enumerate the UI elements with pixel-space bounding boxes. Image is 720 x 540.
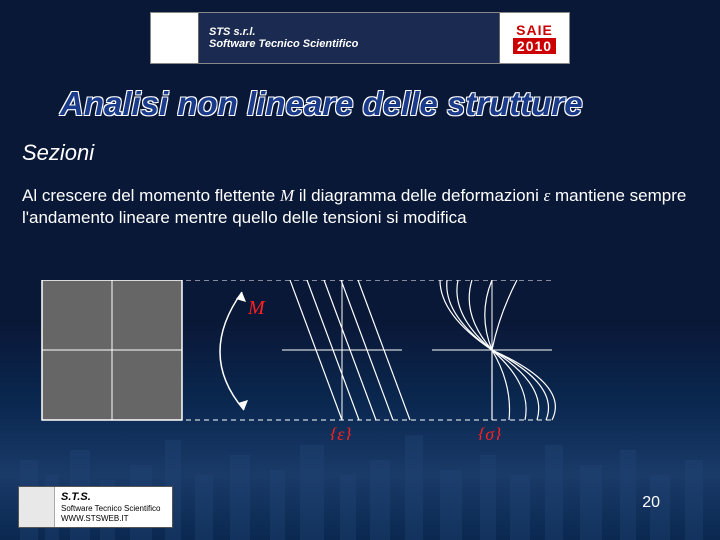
banner-line1: STS s.r.l. [209, 26, 489, 38]
banner-saie: SAIE 2010 [499, 13, 569, 63]
banner-line2: Software Tecnico Scientifico [209, 38, 489, 50]
top-banner: STS s.r.l. Software Tecnico Scientifico … [150, 12, 570, 64]
footer-logo-icon [19, 487, 55, 527]
footer-tagline: Software Tecnico Scientifico [61, 504, 166, 514]
svg-text:{ε}: {ε} [330, 424, 352, 440]
saie-text: SAIE [516, 22, 553, 38]
footer-company: S.T.S. [61, 491, 166, 504]
section-subtitle: Sezioni [22, 140, 94, 166]
banner-text: STS s.r.l. Software Tecnico Scientifico [199, 13, 499, 63]
saie-year: 2010 [513, 38, 556, 54]
svg-text:M: M [247, 297, 266, 319]
page-title: Analisi non lineare delle strutture [60, 85, 680, 123]
page-number: 20 [642, 494, 660, 512]
banner-logo [151, 13, 199, 63]
body-paragraph: Al crescere del momento flettente M il d… [22, 185, 690, 229]
footer-logo: S.T.S. Software Tecnico Scientifico WWW.… [18, 486, 173, 528]
footer-logo-text: S.T.S. Software Tecnico Scientifico WWW.… [55, 487, 172, 527]
body-part1: Al crescere del momento flettente [22, 186, 280, 205]
footer-url: WWW.STSWEB.IT [61, 514, 166, 524]
var-M: M [280, 186, 294, 205]
svg-text:{σ}: {σ} [478, 424, 502, 440]
bending-diagram: M {ε} {σ} [22, 280, 562, 440]
body-part2: il diagramma delle deformazioni [294, 186, 543, 205]
